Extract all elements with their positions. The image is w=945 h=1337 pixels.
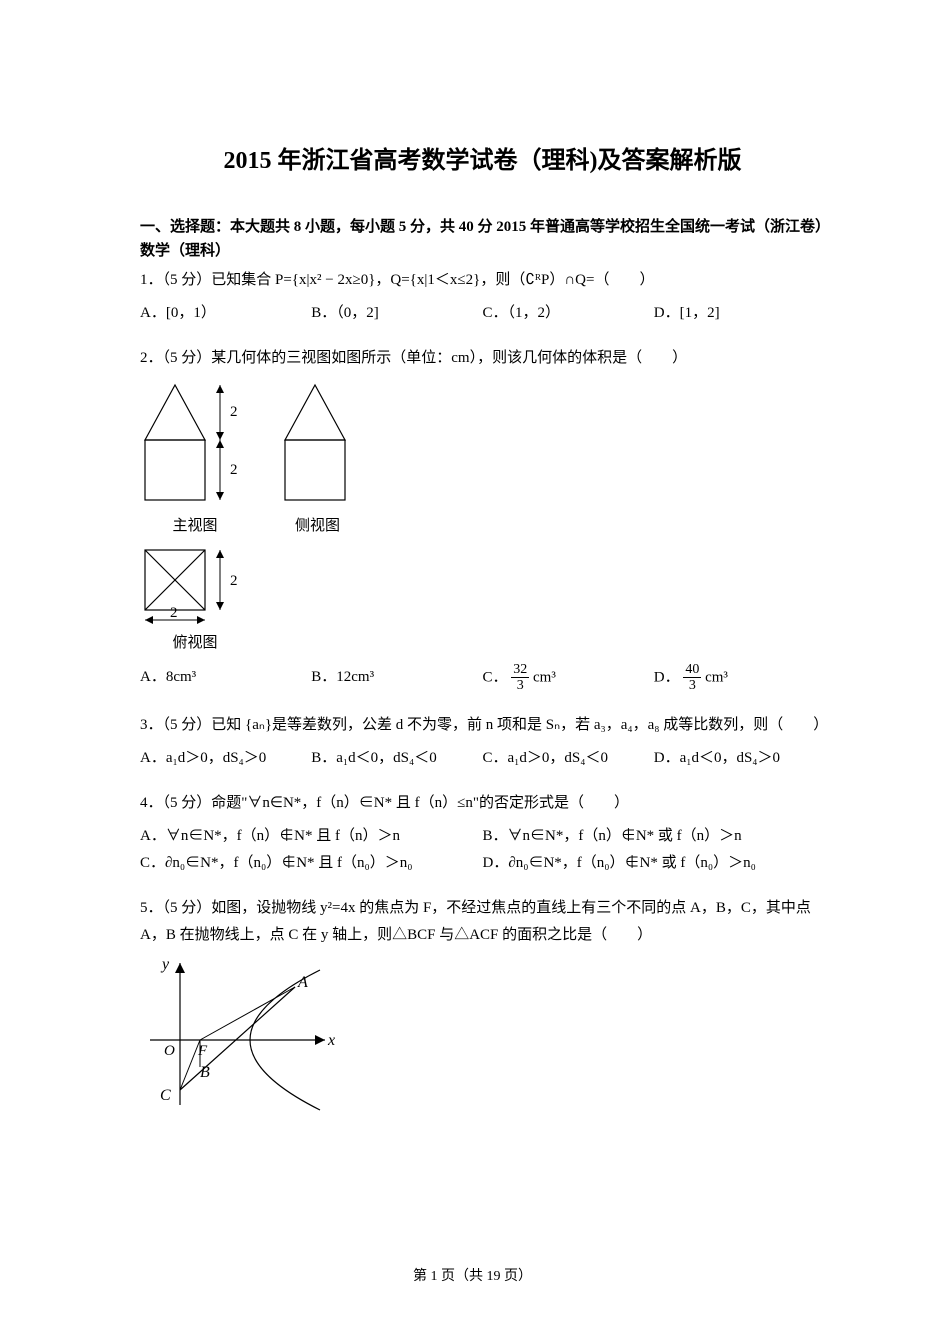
q2-options: A．8cm³ B．12cm³ C． 32 3 cm³ D． 40 3 cm³	[140, 662, 825, 694]
svg-text:O: O	[164, 1043, 175, 1059]
q4-opt-d: D．∂n₀∈N*，f（n₀）∉N* 或 f（n₀）＞n₀	[483, 850, 826, 877]
svg-text:2: 2	[230, 404, 238, 420]
svg-text:2: 2	[230, 462, 238, 478]
svg-text:x: x	[327, 1032, 335, 1049]
q3-opt-c: C．a₁d＞0，dS₄＜0	[483, 745, 654, 772]
svg-text:F: F	[197, 1043, 208, 1059]
q3-options: A．a₁d＞0，dS₄＞0 B．a₁d＜0，dS₄＜0 C．a₁d＞0，dS₄＜…	[140, 745, 825, 772]
q2-d-num: 40	[683, 662, 701, 678]
q4-opt-a: A．∀n∈N*，f（n）∉N* 且 f（n）＞n	[140, 823, 483, 850]
top-view-svg: 2 2	[140, 545, 250, 627]
q2-d-prefix: D．	[654, 669, 680, 685]
q2-main-view: 2 2 主视图	[140, 380, 250, 535]
main-view-caption: 主视图	[140, 514, 250, 535]
svg-text:A: A	[297, 974, 308, 991]
q2-c-num: 32	[511, 662, 529, 678]
page-footer: 第 1 页（共 19 页）	[0, 1265, 945, 1285]
q4-text: 4．（5 分）命题"∀n∈N*，f（n）∈N* 且 f（n）≤n"的否定形式是（…	[140, 790, 825, 817]
q1-options: A．[0，1） B．（0，2] C．（1，2） D．[1，2]	[140, 300, 825, 327]
svg-text:C: C	[160, 1087, 171, 1104]
q3-opt-d: D．a₁d＜0，dS₄＞0	[654, 745, 825, 772]
q2-d-suffix: cm³	[705, 669, 728, 685]
svg-text:2: 2	[170, 605, 178, 621]
q2-opt-d: D． 40 3 cm³	[654, 662, 825, 694]
top-view-caption: 俯视图	[140, 631, 250, 652]
q2-c-frac: 32 3	[511, 662, 529, 694]
q2-d-frac: 40 3	[683, 662, 701, 694]
svg-text:y: y	[160, 956, 170, 973]
section-header: 一、选择题：本大题共 8 小题，每小题 5 分，共 40 分 2015 年普通高…	[140, 215, 825, 263]
q2-c-den: 3	[511, 678, 529, 693]
q2-top-view: 2 2 俯视图	[140, 545, 250, 652]
q2-opt-c: C． 32 3 cm³	[483, 662, 654, 694]
q4-opt-c: C．∂n₀∈N*，f（n₀）∉N* 且 f（n₀）＞n₀	[140, 850, 483, 877]
q3-text: 3．（5 分）已知 {aₙ}是等差数列，公差 d 不为零，前 n 项和是 Sₙ，…	[140, 712, 825, 739]
q3-opt-b: B．a₁d＜0，dS₄＜0	[311, 745, 482, 772]
q1-opt-a: A．[0，1）	[140, 300, 311, 327]
page-title: 2015 年浙江省高考数学试卷（理科)及答案解析版	[140, 140, 825, 175]
q2-side-view: 侧视图	[280, 380, 355, 535]
svg-text:B: B	[200, 1064, 210, 1081]
q1-text: 1．（5 分）已知集合 P={x|x² − 2x≥0}，Q={x|1＜x≤2}，…	[140, 267, 825, 294]
q2-opt-a: A．8cm³	[140, 664, 311, 691]
svg-text:2: 2	[230, 573, 238, 589]
q2-text: 2．（5 分）某几何体的三视图如图所示（单位：cm），则该几何体的体积是（ ）	[140, 345, 825, 372]
q2-c-prefix: C．	[483, 669, 508, 685]
main-view-svg: 2 2	[140, 380, 250, 510]
q4-opt-b: B．∀n∈N*，f（n）∉N* 或 f（n）＞n	[483, 823, 826, 850]
q2-opt-b: B．12cm³	[311, 664, 482, 691]
q1-opt-c: C．（1，2）	[483, 300, 654, 327]
q2-views-row2: 2 2 俯视图	[140, 545, 825, 652]
q5-text: 5．（5 分）如图，设抛物线 y²=4x 的焦点为 F，不经过焦点的直线上有三个…	[140, 895, 825, 949]
q2-c-suffix: cm³	[533, 669, 556, 685]
q1-opt-d: D．[1，2]	[654, 300, 825, 327]
q2-views-row1: 2 2 主视图 侧视图	[140, 380, 825, 535]
q2-d-den: 3	[683, 678, 701, 693]
q3-opt-a: A．a₁d＞0，dS₄＞0	[140, 745, 311, 772]
side-view-caption: 侧视图	[280, 514, 355, 535]
q1-opt-b: B．（0，2]	[311, 300, 482, 327]
q5-diagram: y x O F A B C	[140, 955, 340, 1115]
q4-options: A．∀n∈N*，f（n）∉N* 且 f（n）＞n B．∀n∈N*，f（n）∉N*…	[140, 823, 825, 877]
side-view-svg	[280, 380, 355, 510]
